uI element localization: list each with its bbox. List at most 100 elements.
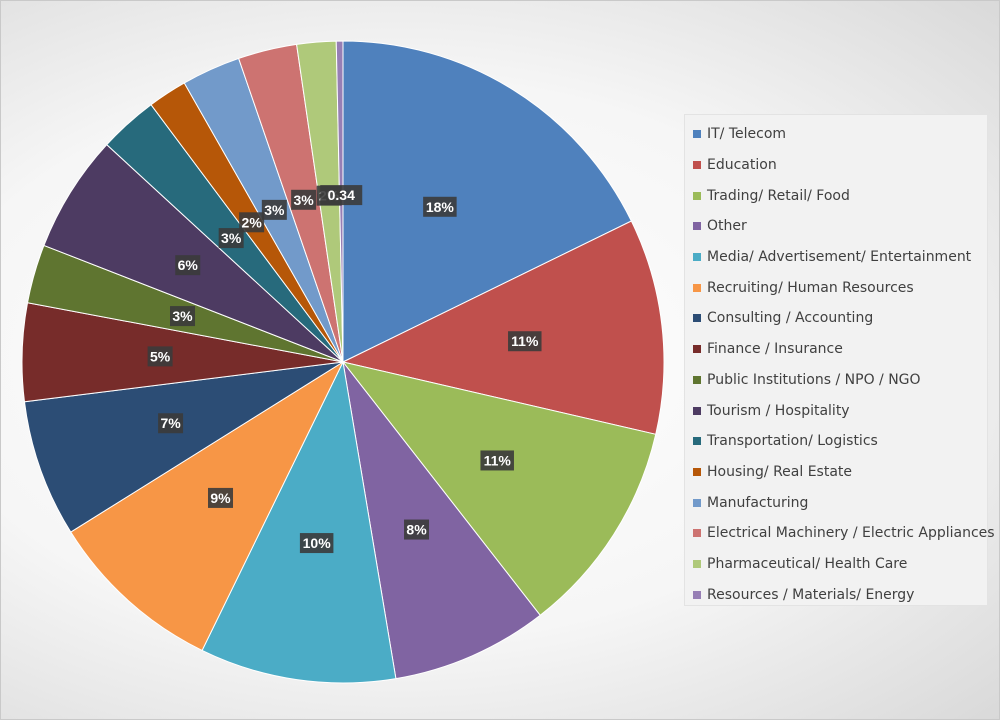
- legend-swatch: [693, 467, 701, 476]
- pie-slice-consulting-accounting: [23, 361, 344, 533]
- legend-label: Public Institutions / NPO / NGO: [707, 371, 921, 388]
- legend-label: Pharmaceutical/ Health Care: [707, 555, 908, 572]
- data-label-text: 10%: [303, 535, 332, 551]
- legend-swatch: [693, 191, 701, 200]
- data-label-public-institutions-npo-ngo: 3%: [170, 306, 196, 327]
- data-label-text: 2%: [242, 214, 263, 230]
- data-label-box: [320, 185, 363, 206]
- legend-label: Media/ Advertisement/ Entertainment: [707, 249, 972, 266]
- legend-swatch: [693, 345, 701, 354]
- legend-swatch: [693, 559, 701, 568]
- data-label-text: 7%: [160, 415, 181, 431]
- legend-label: Manufacturing: [707, 494, 809, 511]
- legend-swatch: [693, 253, 701, 262]
- data-label-education: 11%: [508, 331, 542, 352]
- legend-item-trading-retail-food: Trading/ Retail/ Food: [693, 180, 987, 211]
- data-label-media-advertisement-entertainment: 10%: [299, 533, 334, 554]
- data-label-box: [147, 346, 173, 367]
- legend-item-media-advertisement-entertainment: Media/ Advertisement/ Entertainment: [693, 242, 987, 273]
- data-label-text: 3%: [294, 192, 315, 208]
- legend-item-housing-real-estate: Housing/ Real Estate: [693, 457, 987, 488]
- pie-slice-recruiting-human-resources: [70, 360, 345, 652]
- legend-item-public-institutions-npo-ngo: Public Institutions / NPO / NGO: [693, 365, 987, 396]
- data-label-box: [218, 228, 244, 249]
- legend-label: Transportation/ Logistics: [707, 433, 878, 450]
- pie-slice-media-advertisement-entertainment: [201, 360, 397, 684]
- legend-item-electrical-machinery-electric-appliances: Electrical Machinery / Electric Applianc…: [693, 518, 995, 549]
- data-label-text: 18%: [426, 199, 455, 215]
- data-label-box: [158, 413, 184, 434]
- legend-swatch: [693, 130, 701, 139]
- data-label-box: [291, 189, 317, 210]
- data-label-trading-retail-food: 11%: [480, 450, 514, 471]
- legend-label: Trading/ Retail/ Food: [707, 187, 850, 204]
- legend-item-it-telecom: IT/ Telecom: [693, 119, 987, 150]
- legend-item-consulting-accounting: Consulting / Accounting: [693, 303, 987, 334]
- legend-swatch: [693, 283, 701, 292]
- chart-legend: IT/ Telecom Education Trading/ Retail/ Foo…: [684, 114, 995, 606]
- legend-label: Tourism / Hospitality: [707, 402, 850, 419]
- data-label-text: 11%: [511, 333, 539, 349]
- pie-slices: [21, 40, 665, 684]
- data-label-box: [208, 487, 234, 508]
- legend-label: Other: [707, 218, 747, 235]
- data-label-tourism-hospitality: 6%: [175, 255, 201, 276]
- data-label-text: 0.34: [328, 187, 355, 203]
- data-labels: 18%11%11%8%10%9%7%5%3%6%3%2%3%3%2%0.34: [147, 185, 542, 554]
- legend-swatch: [693, 161, 701, 170]
- data-label-text: 9%: [210, 490, 231, 506]
- data-label-finance-insurance: 5%: [147, 346, 173, 367]
- legend-swatch: [693, 437, 701, 446]
- data-label-box: [404, 519, 430, 540]
- data-label-box: [261, 199, 287, 220]
- legend-label: Education: [707, 157, 777, 174]
- data-label-text: 5%: [150, 348, 171, 364]
- data-label-box: [299, 533, 334, 554]
- data-label-box: [239, 212, 265, 233]
- data-label-text: 3%: [172, 308, 193, 324]
- data-label-text: 11%: [484, 452, 512, 468]
- data-label-text: 6%: [178, 257, 199, 273]
- legend-label: IT/ Telecom: [707, 126, 787, 143]
- legend-swatch: [693, 529, 701, 538]
- data-label-resources-materials-energy: 0.34: [320, 185, 363, 206]
- legend-label: Finance / Insurance: [707, 341, 843, 358]
- data-label-box: [508, 331, 542, 352]
- legend-swatch: [693, 222, 701, 231]
- data-label-text: 3%: [221, 230, 242, 246]
- legend-label: Electrical Machinery / Electric Applianc…: [707, 525, 995, 542]
- data-label-text: 3%: [264, 202, 285, 218]
- legend-item-resources-materials-energy: Resources / Materials/ Energy: [693, 579, 987, 610]
- legend-swatch: [693, 406, 701, 415]
- legend-item-other: Other: [693, 211, 987, 242]
- data-label-box: [423, 196, 457, 217]
- data-label-electrical-machinery-electric-appliances: 3%: [291, 189, 317, 210]
- data-label-recruiting-human-resources: 9%: [208, 487, 234, 508]
- data-label-housing-real-estate: 2%: [239, 212, 265, 233]
- data-label-text: 8%: [406, 522, 427, 538]
- legend-label: Housing/ Real Estate: [707, 463, 853, 480]
- data-label-manufacturing: 3%: [261, 199, 287, 220]
- legend-swatch: [693, 590, 701, 599]
- legend-label: Resources / Materials/ Energy: [707, 586, 915, 603]
- legend-item-finance-insurance: Finance / Insurance: [693, 334, 987, 365]
- legend-label: Recruiting/ Human Resources: [707, 279, 914, 296]
- data-label-other: 8%: [404, 519, 430, 540]
- pie-slice-it-telecom: [342, 40, 633, 363]
- legend-item-tourism-hospitality: Tourism / Hospitality: [693, 395, 987, 426]
- legend-item-recruiting-human-resources: Recruiting/ Human Resources: [693, 272, 987, 303]
- legend-item-education: Education: [693, 150, 987, 181]
- legend-label: Consulting / Accounting: [707, 310, 874, 327]
- legend-item-manufacturing: Manufacturing: [693, 487, 987, 518]
- pie-slice-trading-retail-food: [341, 361, 657, 616]
- data-label-consulting-accounting: 7%: [158, 413, 184, 434]
- data-label-box: [170, 306, 196, 327]
- legend-swatch: [693, 498, 701, 507]
- legend-item-pharmaceutical-health-care: Pharmaceutical/ Health Care: [693, 549, 987, 580]
- legend-item-transportation-logistics: Transportation/ Logistics: [693, 426, 987, 457]
- pie-slice-other: [342, 361, 541, 680]
- legend-swatch: [693, 314, 701, 323]
- pie-slice-education: [341, 220, 665, 435]
